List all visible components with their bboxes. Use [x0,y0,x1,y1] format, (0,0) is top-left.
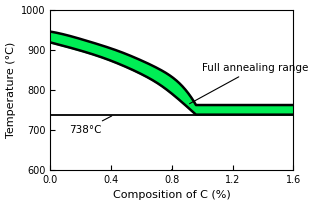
Y-axis label: Temperature (°C): Temperature (°C) [6,42,16,138]
Text: 738°C: 738°C [69,116,112,135]
Text: Full annealing range: Full annealing range [190,63,309,104]
X-axis label: Composition of C (%): Composition of C (%) [113,190,231,200]
